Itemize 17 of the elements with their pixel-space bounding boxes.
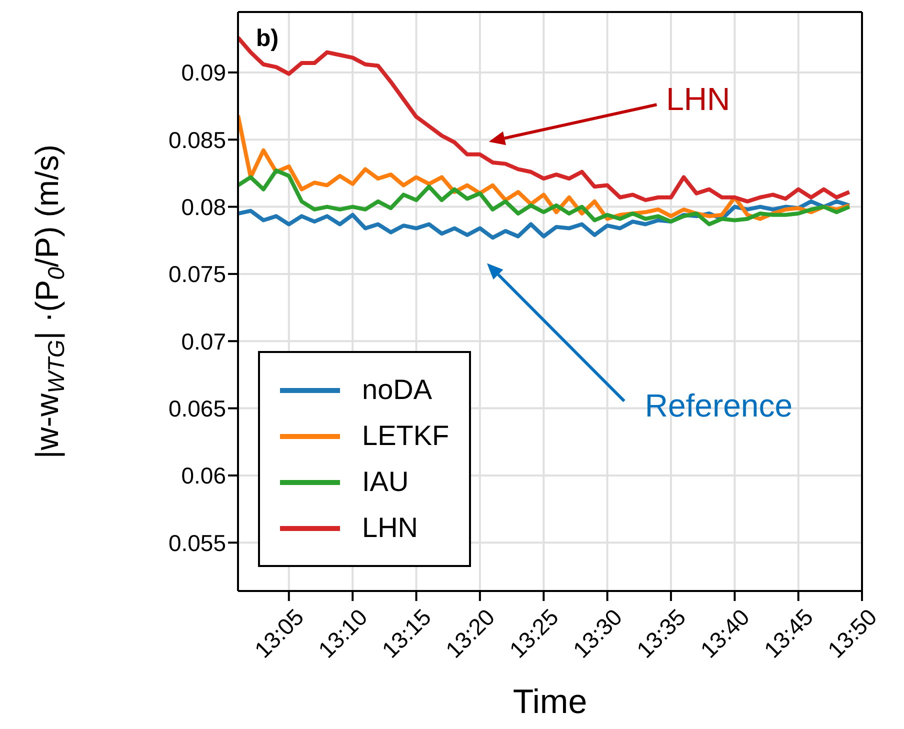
y-tick-label: 0.065 (168, 395, 226, 422)
y-tick-label: 0.055 (168, 530, 226, 556)
annotation: Reference (644, 387, 792, 424)
legend-label: noDA (362, 374, 432, 406)
legend-label: LETKF (362, 420, 450, 452)
legend-label: IAU (362, 466, 409, 498)
y-tick-label: 0.09 (181, 60, 226, 86)
y-tick-label: 0.085 (168, 126, 226, 153)
annotation: LHN (666, 81, 730, 118)
y-tick-label: 0.08 (181, 194, 226, 220)
y-tick-label: 0.06 (181, 462, 226, 489)
annotation: b) (256, 25, 279, 52)
y-tick-label: 0.07 (181, 328, 226, 354)
line-series (238, 168, 852, 226)
x-axis-title: Time (512, 683, 588, 721)
legend-label: LHN (362, 512, 418, 544)
y-tick-label: 0.075 (168, 261, 226, 288)
